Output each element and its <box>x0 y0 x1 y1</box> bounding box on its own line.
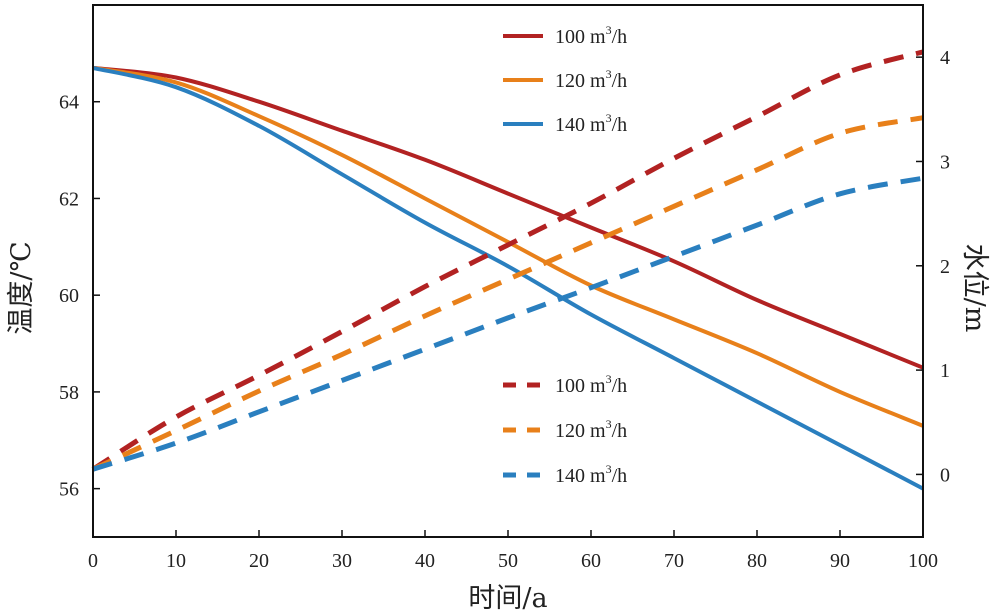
x-tick-label: 70 <box>664 550 684 572</box>
legend-item-solid-0: 100 m3/h <box>503 23 627 48</box>
legend-label: 140 m3/h <box>555 111 627 136</box>
x-tick-label: 60 <box>581 550 601 572</box>
legend-item-dashed-2: 140 m3/h <box>503 462 627 487</box>
legend-item-solid-2: 140 m3/h <box>503 111 627 136</box>
series-line-2-solid <box>92 65 924 491</box>
x-axis-title: 时间/a <box>468 583 547 613</box>
axes-layer: 0 10 20 30 40 50 60 70 80 90 100 56 58 60 62 64 0 1 2 3 4 <box>59 47 950 572</box>
x-tick-label: 40 <box>415 550 435 572</box>
x-tick-label: 80 <box>747 550 767 572</box>
series-line-5-dashed <box>92 175 924 472</box>
x-tick-label: 20 <box>249 550 269 572</box>
y-right-tick-label: 1 <box>940 360 950 382</box>
x-tick-label: 90 <box>830 550 850 572</box>
legend-item-solid-1: 120 m3/h <box>503 67 627 92</box>
y-right-tick-label: 4 <box>940 47 950 69</box>
y-axis-left-title: 温度/℃ <box>6 241 37 334</box>
legend-item-dashed-1: 120 m3/h <box>503 417 627 442</box>
y-right-tick-label: 3 <box>940 151 950 173</box>
series-line-4-dashed <box>91 115 924 472</box>
legend-label: 100 m3/h <box>555 23 627 48</box>
y-axis-right-title: 水位/m <box>959 244 990 333</box>
legend-layer: 100 m3/h 120 m3/h 140 m3/h 100 m3/h 120 m3/h… <box>503 23 627 487</box>
series-layer <box>91 49 924 491</box>
y-left-tick-label: 64 <box>59 92 79 114</box>
x-tick-label: 10 <box>166 550 186 572</box>
x-tick-label: 0 <box>88 550 98 572</box>
series-line-1-solid <box>92 65 924 428</box>
legend-item-dashed-0: 100 m3/h <box>503 372 627 397</box>
legend-label: 140 m3/h <box>555 462 627 487</box>
x-tick-label: 30 <box>332 550 352 572</box>
x-tick-label: 50 <box>498 550 518 572</box>
y-right-tick-label: 2 <box>940 256 950 278</box>
legend-label: 120 m3/h <box>555 67 627 92</box>
x-tick-label: 100 <box>908 550 938 572</box>
series-line-0-solid <box>92 65 924 370</box>
legend-label: 120 m3/h <box>555 417 627 442</box>
y-left-tick-label: 62 <box>59 188 79 210</box>
y-left-tick-label: 60 <box>59 285 79 307</box>
plot-frame <box>92 4 924 538</box>
y-left-tick-label: 58 <box>59 382 79 404</box>
legend-label: 100 m3/h <box>555 372 627 397</box>
y-left-tick-label: 56 <box>59 479 79 501</box>
y-right-tick-label: 0 <box>940 464 950 486</box>
series-line-3-dashed <box>91 49 924 472</box>
